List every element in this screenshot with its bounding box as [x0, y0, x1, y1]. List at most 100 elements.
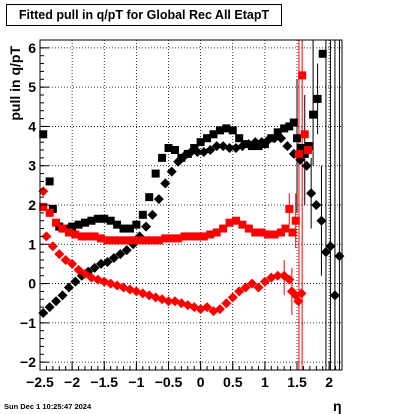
data-point-square — [225, 218, 234, 227]
data-point-diamond — [54, 249, 65, 260]
data-point-square — [235, 134, 244, 143]
x-tick-label: −0.5 — [155, 374, 183, 390]
data-point-square — [298, 71, 307, 80]
data-point-square — [116, 236, 125, 245]
data-point-square — [77, 232, 86, 241]
data-point-diamond — [282, 141, 293, 152]
data-point-diamond — [325, 241, 336, 252]
data-point-square — [90, 232, 99, 241]
data-point-square — [148, 236, 157, 245]
data-point-square — [164, 144, 173, 153]
data-point-diamond — [296, 288, 307, 299]
x-tick-label: −2.5 — [26, 374, 54, 390]
data-point-square — [309, 110, 318, 119]
data-point-square — [138, 210, 147, 219]
data-point-diamond — [118, 282, 129, 293]
data-point-square — [58, 224, 67, 233]
data-point-square — [260, 140, 269, 149]
data-point-square — [199, 232, 208, 241]
data-point-square — [45, 208, 54, 217]
data-point-square — [313, 94, 322, 103]
data-point-square — [248, 142, 257, 151]
data-point-square — [154, 236, 163, 245]
data-point-square — [273, 128, 282, 137]
data-point-diamond — [320, 247, 331, 258]
data-markers — [38, 49, 345, 319]
data-point-diamond — [192, 146, 203, 157]
data-point-diamond — [115, 249, 126, 260]
y-tick-label: 6 — [28, 40, 36, 56]
y-tick-label: 3 — [28, 158, 36, 174]
data-point-diamond — [293, 296, 304, 307]
data-point-diamond — [60, 255, 71, 265]
data-point-diamond — [234, 286, 245, 297]
y-tick-label: 2 — [28, 197, 36, 213]
data-point-diamond — [47, 241, 58, 252]
data-point-diamond — [163, 296, 174, 307]
data-point-square — [170, 146, 179, 154]
data-point-square — [39, 202, 48, 211]
data-point-diamond — [70, 276, 81, 287]
data-point-diamond — [51, 296, 62, 307]
data-point-square — [222, 124, 231, 133]
data-point-square — [187, 232, 195, 241]
data-point-diamond — [102, 256, 113, 267]
data-point-diamond — [250, 137, 261, 148]
data-point-square — [206, 230, 215, 239]
data-point-square — [203, 134, 212, 143]
chart-title-text: Fitted pull in q/pT for Global Rec All E… — [18, 8, 270, 22]
data-point-square — [231, 216, 240, 225]
data-point-square — [142, 236, 151, 245]
data-point-square — [251, 228, 260, 237]
data-point-diamond — [272, 270, 283, 281]
axis-tick-labels: −2.5 −2 −1.5 −1 −0.5 0 0.5 1 1.5 2 −2 −1 0 1 2 3 4 5 6 — [20, 40, 333, 390]
data-point-square — [177, 153, 186, 162]
data-point-square — [113, 220, 122, 229]
data-point-square — [276, 228, 285, 237]
data-point-diamond — [306, 188, 317, 199]
data-point-square — [135, 236, 144, 245]
data-point-diamond — [108, 253, 119, 264]
data-point-square — [103, 236, 112, 245]
data-point-square — [303, 146, 312, 154]
timestamp-label: Sun Dec 1 10:25:47 2024 — [4, 402, 92, 411]
data-point-diamond — [316, 215, 327, 226]
chart-title: Fitted pull in q/pT for Global Rec All E… — [6, 4, 282, 26]
data-point-square — [109, 236, 118, 245]
data-point-square — [174, 234, 183, 243]
data-point-square — [129, 236, 138, 245]
x-tick-label: 0 — [197, 374, 205, 390]
y-tick-label: 1 — [28, 236, 36, 252]
data-point-square — [52, 218, 61, 227]
data-point-square — [285, 122, 294, 131]
data-point-diamond — [214, 304, 225, 315]
data-point-square — [196, 138, 205, 147]
data-point-square — [74, 220, 83, 229]
data-point-diamond — [173, 156, 184, 167]
data-point-square — [285, 204, 294, 213]
data-point-square — [183, 149, 192, 158]
data-point-diamond — [269, 133, 280, 144]
data-point-square — [167, 234, 176, 243]
y-axis-label: pull in q/pT — [7, 46, 23, 121]
y-tick-label: 0 — [28, 276, 36, 292]
data-point-square — [122, 236, 131, 245]
data-point-diamond — [67, 258, 78, 269]
data-point-diamond — [141, 221, 152, 232]
data-point-square — [125, 224, 134, 233]
data-point-square — [106, 216, 115, 225]
data-point-square — [68, 222, 77, 231]
data-point-diamond — [240, 282, 251, 293]
x-axis-label: η — [333, 398, 342, 414]
data-point-square — [289, 118, 298, 127]
data-point-square — [238, 220, 247, 229]
data-point-square — [215, 126, 224, 135]
data-point-diamond — [284, 274, 295, 285]
data-point-square — [71, 230, 80, 239]
data-point-square — [228, 126, 237, 135]
data-point-square — [151, 169, 160, 178]
y-tick-label: 5 — [28, 79, 36, 95]
data-point-square — [80, 218, 89, 227]
data-point-diamond — [41, 231, 52, 242]
